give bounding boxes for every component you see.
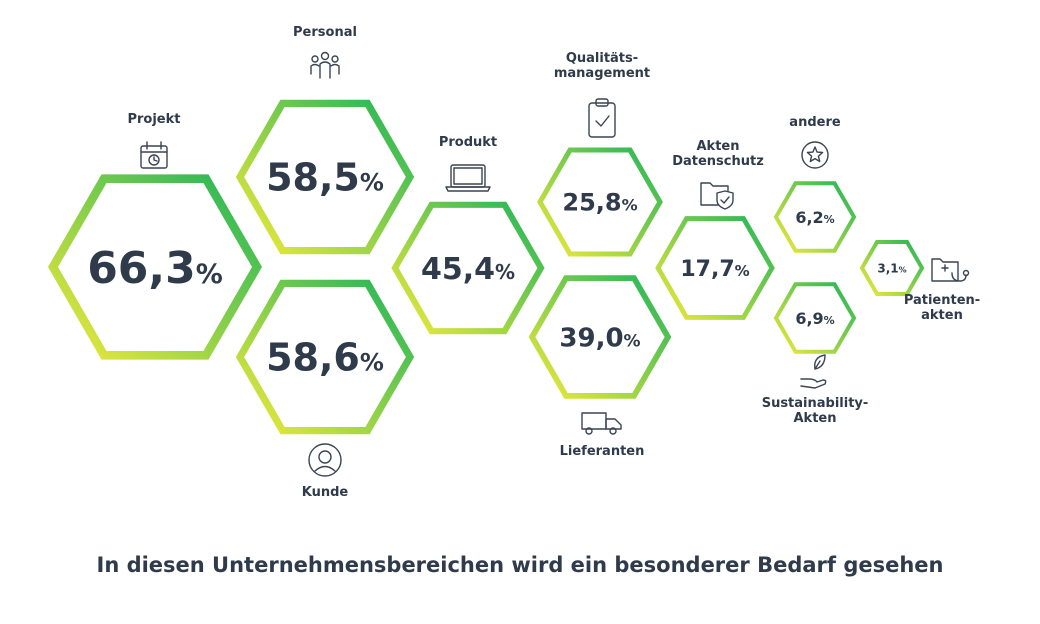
- hexagon-projekt: [47, 174, 263, 360]
- user-avatar-icon: [308, 443, 342, 477]
- hexagon-kunde: [235, 279, 415, 435]
- value-label-patienten-akten: 3,1%: [877, 261, 906, 275]
- hexagon-sustainability-akten: [773, 282, 857, 354]
- hexagon-andere: [773, 181, 857, 253]
- shield-folder-icon: [700, 182, 734, 210]
- chart-caption: In diesen Unternehmensbereichen wird ein…: [96, 553, 944, 577]
- category-label-personal: Personal: [293, 25, 357, 40]
- hexagon-patienten-akten: [859, 240, 925, 296]
- category-label-andere: andere: [789, 115, 841, 130]
- value-label-kunde: 58,6%: [266, 336, 384, 380]
- category-label-lieferanten: Lieferanten: [560, 444, 645, 459]
- calendar-icon: [140, 141, 168, 169]
- category-label-qualitäts-management: Qualitäts-management: [554, 51, 650, 81]
- category-label-produkt: Produkt: [439, 135, 497, 150]
- category-label-sustainability-akten: Sustainability-Akten: [762, 396, 869, 426]
- star-icon: [801, 141, 829, 169]
- laptop-icon: [445, 164, 491, 192]
- clipboard-check-icon: [588, 98, 616, 138]
- category-label-akten-datenschutz: Akten Datenschutz: [672, 139, 764, 169]
- hexagon-personal: [235, 99, 415, 255]
- value-label-produkt: 45,4%: [421, 252, 515, 287]
- people-group-icon: [310, 51, 340, 79]
- category-label-kunde: Kunde: [302, 485, 349, 500]
- hand-leaf-icon: [800, 354, 827, 389]
- hexagon-produkt: [391, 201, 545, 335]
- value-label-qualitäts-management: 25,8%: [562, 189, 637, 217]
- value-label-projekt: 66,3%: [87, 243, 223, 294]
- hexagon-lieferanten: [528, 275, 672, 399]
- value-label-personal: 58,5%: [266, 156, 384, 200]
- truck-icon: [581, 412, 622, 435]
- category-label-patienten-akten: Patienten-akten: [904, 293, 980, 323]
- value-label-lieferanten: 39,0%: [559, 323, 640, 353]
- value-label-sustainability-akten: 6,9%: [795, 309, 834, 328]
- value-label-akten-datenschutz: 17,7%: [680, 257, 749, 282]
- value-label-andere: 6,2%: [795, 208, 834, 227]
- category-label-projekt: Projekt: [127, 112, 180, 127]
- hexagon-qualitäts-management: [537, 147, 663, 257]
- medical-folder-icon: [931, 258, 970, 282]
- hexagon-akten-datenschutz: [655, 216, 775, 320]
